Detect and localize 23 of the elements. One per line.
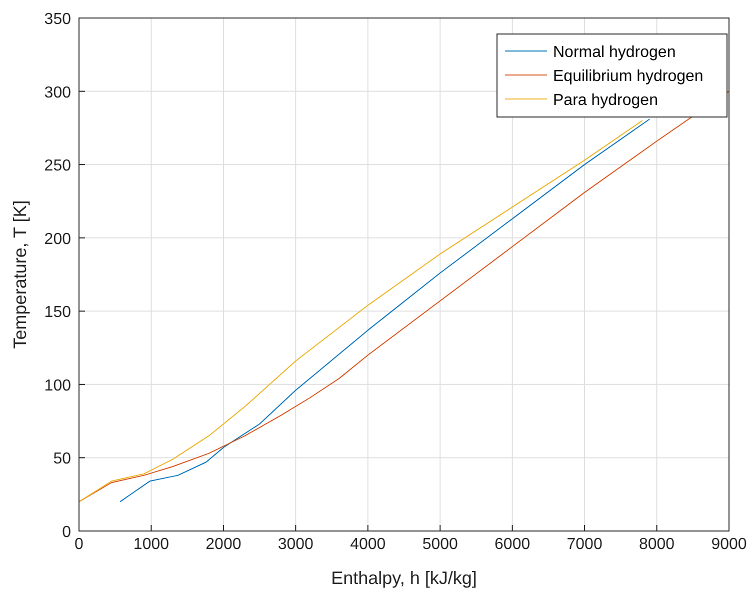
x-tick-label: 5000 — [422, 536, 458, 553]
x-tick-label: 6000 — [494, 536, 530, 553]
x-tick-label: 7000 — [566, 536, 602, 553]
y-tick-label: 150 — [44, 304, 72, 322]
y-tick-label: 250 — [44, 158, 72, 175]
x-tick-label: 4000 — [350, 536, 386, 553]
x-tick-label: 3000 — [278, 536, 314, 553]
legend-label: Equilibrium hydrogen — [553, 68, 704, 85]
legend-label: Normal hydrogen — [553, 44, 676, 61]
y-tick-label: 200 — [44, 230, 72, 248]
y-axis-title: Temperature, T [K] — [10, 200, 30, 349]
x-tick-label: 8000 — [638, 536, 675, 553]
y-tick-label: 50 — [53, 450, 72, 468]
x-tick-label: 2000 — [206, 536, 242, 553]
x-tick-label: 9000 — [711, 536, 747, 553]
x-tick-label: 0 — [74, 536, 84, 553]
y-tick-label: 350 — [44, 11, 72, 28]
legend-label: Para hydrogen — [553, 92, 658, 109]
y-tick-label: 100 — [44, 377, 72, 394]
y-tick-label: 0 — [62, 524, 72, 541]
y-tick-label: 300 — [44, 84, 72, 102]
x-tick-label: 1000 — [133, 536, 170, 553]
x-axis-title: Enthalpy, h [kJ/kg] — [331, 568, 477, 588]
